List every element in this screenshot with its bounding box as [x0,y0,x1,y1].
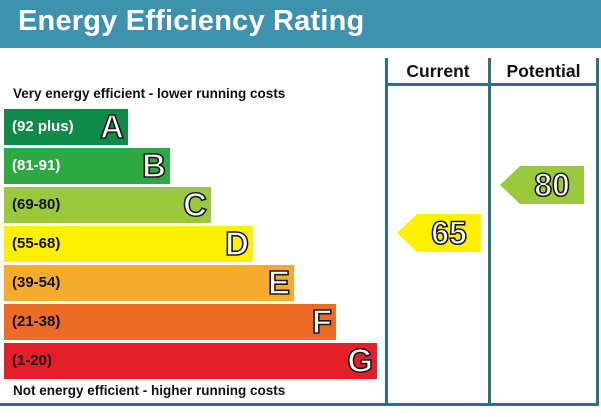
band-range-d: (55-68) [12,235,61,252]
band-range-f: (21-38) [12,313,61,330]
band-bar-b: (81-91) B [4,146,170,185]
title-bar: Energy Efficiency Rating [0,0,601,48]
band-bar-a: (92 plus) A [4,107,128,146]
top-note: Very energy efficient - lower running co… [13,86,286,101]
band-letter-b: B [141,146,166,185]
band-range-g: (1-20) [12,352,53,369]
band-letter-d: D [224,224,249,263]
current-column-header: Current [406,61,470,81]
band-range-b: (81-91) [12,157,61,174]
chart-title: Energy Efficiency Rating [18,5,365,37]
potential-arrow-fill [500,166,584,204]
current-rating-arrow: 65 [397,214,481,252]
current-arrow-fill [397,214,481,252]
band-bar-c: (69-80) C [4,185,211,224]
band-range-c: (69-80) [12,196,61,213]
band-range-e: (39-54) [12,274,61,291]
band-letter-f: F [311,302,333,341]
band-letter-c: C [182,185,207,224]
band-letter-g: G [347,341,374,380]
current-rating-value: 65 [430,214,467,252]
band-bar-e: (39-54) E [4,263,294,302]
bottom-note: Not energy efficient - higher running co… [13,383,286,398]
potential-column-header: Potential [506,61,581,81]
frame-bottom-rule [0,403,599,406]
band-letter-a: A [99,107,124,146]
potential-rating-arrow: 80 [500,166,584,204]
band-range-a: (92 plus) [12,118,74,135]
band-bar-g: (1-20) G [4,341,377,380]
band-letter-e: E [267,263,291,302]
frame-line-right [596,58,599,406]
band-bar-d: (55-68) D [4,224,253,263]
potential-rating-value: 80 [533,166,570,204]
current-arrow-shape [397,214,481,252]
frame-line-left [385,58,388,406]
frame-line-middle [488,58,491,406]
potential-arrow-shape [500,166,584,204]
frame-header-rule [385,83,599,86]
band-bar-f: (21-38) F [4,302,336,341]
